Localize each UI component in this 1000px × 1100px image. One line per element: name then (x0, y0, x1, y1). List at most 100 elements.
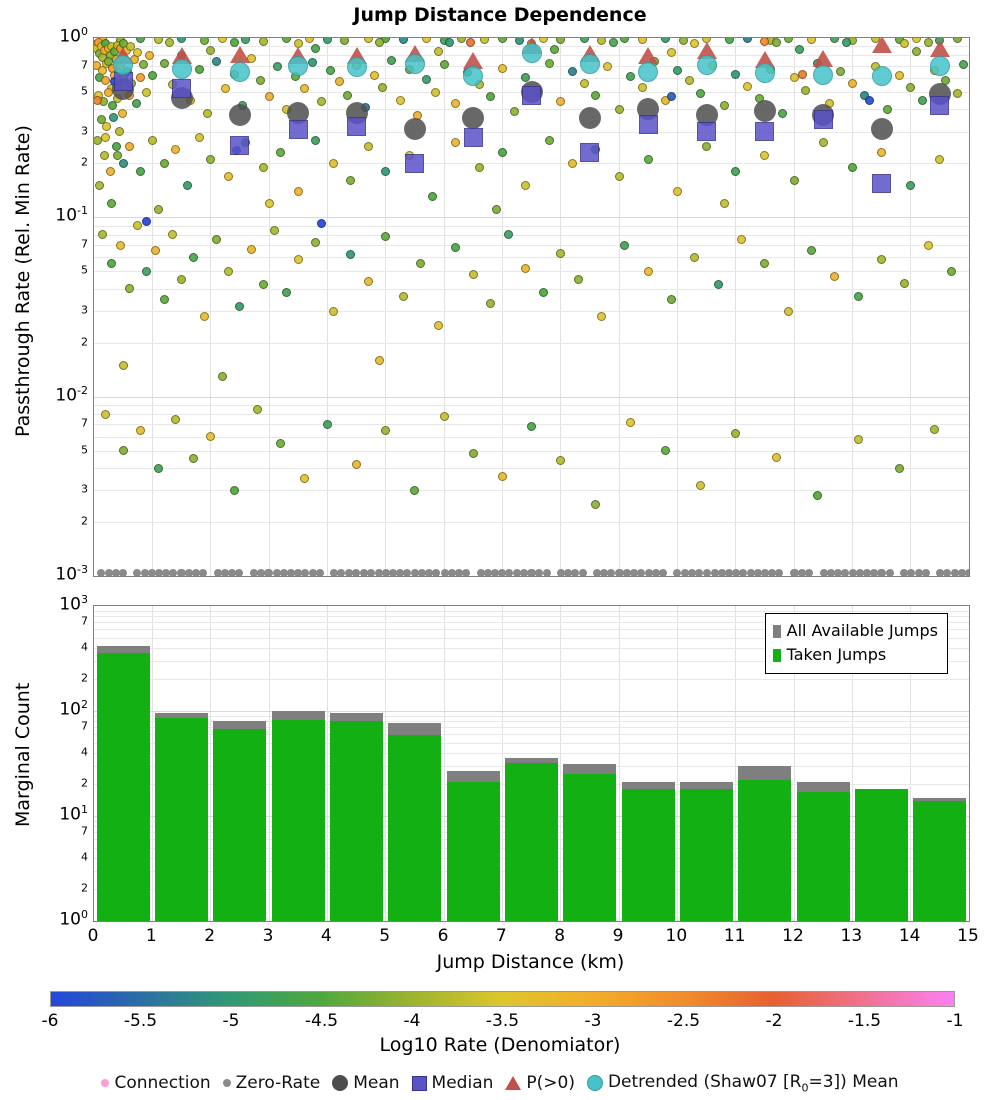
zero-rate-point (637, 568, 646, 576)
y-tick-minor: 3 (81, 124, 88, 138)
connection-point (958, 60, 968, 70)
p-gt0-marker (638, 47, 659, 65)
zero-rate-point (746, 568, 755, 576)
p-gt0-marker (229, 46, 250, 64)
connection-point (643, 155, 653, 164)
connection-point (637, 82, 647, 92)
detrended-marker (171, 59, 192, 80)
connection-point (258, 280, 268, 290)
connection-point (188, 454, 198, 464)
connection-point (497, 38, 507, 44)
figure-title: Jump Distance Dependence (353, 4, 647, 26)
connection-point (807, 38, 816, 45)
zero-rate-point (249, 568, 258, 576)
connection-point (346, 176, 356, 186)
connection-point (346, 250, 356, 260)
bar-taken (796, 791, 850, 921)
y-tick-minor: 5 (81, 443, 88, 457)
gridline-vertical (501, 606, 503, 921)
detrended-marker (696, 54, 717, 75)
zero-rate-point (885, 568, 894, 576)
connection-point (952, 38, 962, 44)
connection-point (416, 259, 426, 269)
zero-rate-point (819, 568, 828, 576)
zero-rate-point (315, 568, 324, 576)
gridline-horizontal (94, 257, 969, 259)
connection-point (200, 312, 210, 321)
zero-rate-point (841, 568, 850, 576)
connection-point (830, 271, 840, 281)
connection-point (159, 158, 169, 168)
zero-rate-point (140, 568, 149, 576)
gridline-horizontal (94, 715, 969, 717)
zero-rate-point (694, 568, 703, 576)
connection-point (247, 245, 256, 255)
zero-rate-point (476, 568, 485, 576)
x-tick-label: 0 (87, 926, 99, 946)
connection-point (282, 288, 291, 298)
connection-point (153, 463, 163, 473)
gridline-vertical (910, 38, 912, 576)
median-marker (172, 79, 191, 99)
gridline-vertical (151, 38, 153, 576)
connection-point (299, 84, 309, 94)
connection-point (206, 432, 216, 441)
connection-point (474, 162, 484, 172)
connection-point (713, 280, 723, 290)
bar-taken (446, 782, 500, 921)
detrended-marker (813, 65, 834, 86)
connection-point (98, 230, 108, 240)
colorbar-ticks: -6 -5.5 -5 -4.5 -4 -3.5 -3 -2.5 -2 -1.5 -1 (0, 1011, 1000, 1033)
gridline-horizontal (94, 288, 969, 290)
zero-rate-point (498, 568, 507, 576)
zero-rate-point (768, 568, 777, 576)
connection-point (203, 108, 213, 118)
zero-rate-point (964, 568, 969, 576)
mean-marker (462, 106, 485, 129)
zero-rate-point (936, 568, 945, 576)
gridline-horizontal (94, 414, 969, 415)
connection-point (917, 95, 927, 105)
zero-rate-point (607, 568, 616, 576)
connection-point (378, 82, 388, 92)
mean-marker (578, 106, 601, 129)
connection-point (877, 255, 886, 265)
connection-point (433, 47, 443, 57)
connection-point (468, 449, 478, 459)
connection-point (325, 65, 335, 75)
connection-point (451, 138, 461, 148)
connection-point (322, 38, 332, 45)
connection-point (101, 409, 111, 419)
connection-point (877, 148, 886, 157)
gridline-vertical (910, 606, 912, 921)
x-tick-label: 9 (612, 926, 624, 946)
connection-point (212, 235, 221, 245)
zero-rate-point (760, 568, 769, 576)
gridline-vertical (443, 38, 445, 576)
zero-rate-point (914, 568, 923, 576)
connection-point (136, 73, 146, 83)
connection-point (486, 299, 496, 309)
connection-point (98, 65, 108, 75)
connection-point (194, 64, 204, 74)
detrended-marker (638, 61, 659, 82)
zero-rate-point (651, 568, 660, 576)
p-gt0-marker (929, 39, 950, 57)
marker-legend: Connection Zero-Rate Mean Median P(>0) D… (0, 1072, 1000, 1094)
connection-point (521, 263, 531, 273)
connection-point (789, 176, 799, 186)
zero-rate-point (739, 568, 748, 576)
zero-rate-point (687, 568, 696, 576)
detrended-marker (929, 55, 950, 76)
x-tick-label: 8 (554, 926, 566, 946)
connection-point (328, 158, 338, 168)
p-gt0-triangle-icon (505, 1076, 522, 1091)
y-tick-major: 100 (59, 24, 88, 47)
zero-rate-point (228, 568, 237, 576)
legend-item-p0: P(>0) (505, 1073, 575, 1093)
connection-point (509, 106, 519, 116)
median-square-icon (411, 1075, 427, 1091)
y-tick-minor: 7 (81, 237, 88, 251)
y-tick-minor: 2 (81, 514, 88, 528)
